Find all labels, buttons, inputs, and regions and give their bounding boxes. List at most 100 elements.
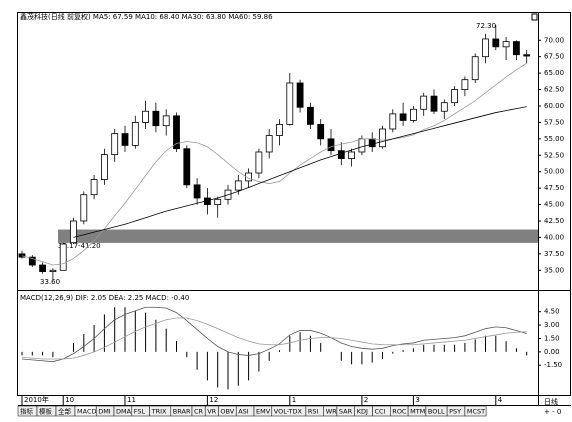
candle-body (234, 180, 242, 191)
candle-body (440, 102, 448, 112)
tab-label[interactable]: VOL-TDX (274, 408, 303, 416)
y-tick-label: 50.00 (544, 168, 564, 176)
candle-body (28, 256, 36, 266)
candle-body (121, 133, 129, 146)
candle-body (276, 123, 283, 136)
candle-body (461, 79, 469, 90)
candle-body (368, 138, 376, 148)
y-tick-label: 45.00 (544, 201, 564, 209)
candle-body (409, 108, 417, 121)
candle-body (337, 150, 345, 159)
tab-label[interactable]: WR (326, 408, 337, 416)
y-tick-label: 57.50 (544, 118, 564, 126)
macd-header: MACD(12,26,9) DIF: 2.05 DEA: 2.25 MACD: … (20, 294, 189, 302)
line (21, 317, 527, 360)
y-tick-label: 70.00 (544, 36, 564, 44)
tab-label[interactable]: MCST (467, 408, 485, 416)
candle-body (327, 138, 335, 152)
y-tick-label: -1.50 (544, 361, 562, 369)
candle-body (348, 151, 356, 159)
candle-body (101, 154, 108, 180)
period[interactable]: 日线 (544, 397, 558, 406)
candle-body (523, 54, 531, 57)
tab-label[interactable]: 指标 (20, 407, 34, 416)
candle-body (265, 135, 273, 153)
x-tick-label: 12 (209, 396, 218, 404)
y-tick-label: 55.00 (544, 135, 564, 143)
tab-label[interactable]: RSI (308, 408, 319, 416)
candle-body (111, 133, 119, 156)
y-tick-label: 52.50 (544, 151, 564, 159)
window-icon[interactable] (531, 13, 538, 21)
candle-body (173, 115, 180, 150)
tab-label[interactable]: FSL (134, 408, 146, 416)
y-tick-label: 40.00 (544, 233, 564, 241)
candle-body (70, 220, 77, 244)
line (73, 106, 527, 238)
candle-body (296, 82, 304, 108)
candle-body (214, 198, 222, 205)
y-tick-label: 65.00 (544, 69, 564, 77)
x-tick-label: 3 (415, 396, 419, 404)
candle-body (245, 172, 253, 182)
candle-body (183, 148, 191, 186)
y-tick-label: 37.50 (544, 250, 564, 258)
x-tick-label: 1 (292, 396, 296, 404)
candle-body (39, 264, 46, 272)
y-tick-label: 1.50 (544, 334, 560, 342)
tab-label[interactable]: DMI (98, 408, 111, 416)
tab-label[interactable]: DMA (116, 408, 132, 416)
tab-label[interactable]: BOLL (428, 408, 445, 416)
candle-body (379, 128, 386, 148)
candle-body (358, 138, 366, 153)
zoom-controls[interactable]: + - 0 (544, 408, 561, 416)
tab-label[interactable]: MTM (410, 408, 425, 416)
candle-body (482, 38, 489, 58)
candle-body (399, 113, 407, 121)
tab-label[interactable]: CCI (375, 408, 386, 416)
candle-body (317, 123, 325, 140)
line (21, 306, 527, 363)
y-tick-label: 60.00 (544, 102, 564, 110)
header: 鑫茂科技(日线 前复权) MA5: 67.59 MA10: 68.40 MA30… (20, 12, 273, 21)
x-tick-label: 2010年 (24, 395, 49, 404)
tab-label[interactable]: EMV (256, 408, 271, 416)
candle-body (90, 179, 98, 196)
tab-label[interactable]: 全部 (58, 407, 72, 416)
x-tick-label: 10 (65, 396, 74, 404)
tab-label[interactable]: SAR (339, 408, 353, 416)
tab-label[interactable]: VR (207, 408, 216, 416)
candle-body (142, 110, 150, 123)
y-tick-label: 35.00 (544, 266, 564, 274)
tab-label[interactable]: ASI (238, 408, 249, 416)
y-tick-label: 47.50 (544, 184, 564, 192)
tab-label[interactable]: KDJ (357, 408, 368, 416)
candle-body (471, 56, 479, 81)
tab-label[interactable]: BRAR (173, 408, 191, 416)
line (21, 62, 527, 266)
candle-body (451, 89, 459, 104)
tab-label[interactable]: OBV (220, 408, 234, 416)
y-tick-label: 4.50 (544, 308, 560, 316)
tab-label[interactable]: ROC (392, 408, 407, 416)
candle-body (492, 38, 500, 48)
candle-body (131, 122, 139, 146)
candle-body (193, 184, 201, 199)
candle-body (306, 106, 314, 125)
tab-label[interactable]: MACD (77, 408, 96, 416)
candle-body (152, 110, 160, 127)
candle-body (286, 82, 294, 125)
tab-label[interactable]: PSY (449, 408, 461, 416)
candle-body (430, 95, 438, 112)
tab-label[interactable]: 模板 (39, 407, 53, 416)
candle-body (18, 253, 26, 258)
candle-body (59, 243, 67, 271)
tab[interactable] (464, 405, 487, 417)
y-tick-label: 3.00 (544, 321, 560, 329)
y-tick-label: 42.50 (544, 217, 564, 225)
tab-label[interactable]: CR (194, 408, 204, 416)
x-tick-label: 2 (364, 396, 368, 404)
tab-label[interactable]: TRIX (151, 408, 167, 416)
candle-body (80, 194, 88, 222)
